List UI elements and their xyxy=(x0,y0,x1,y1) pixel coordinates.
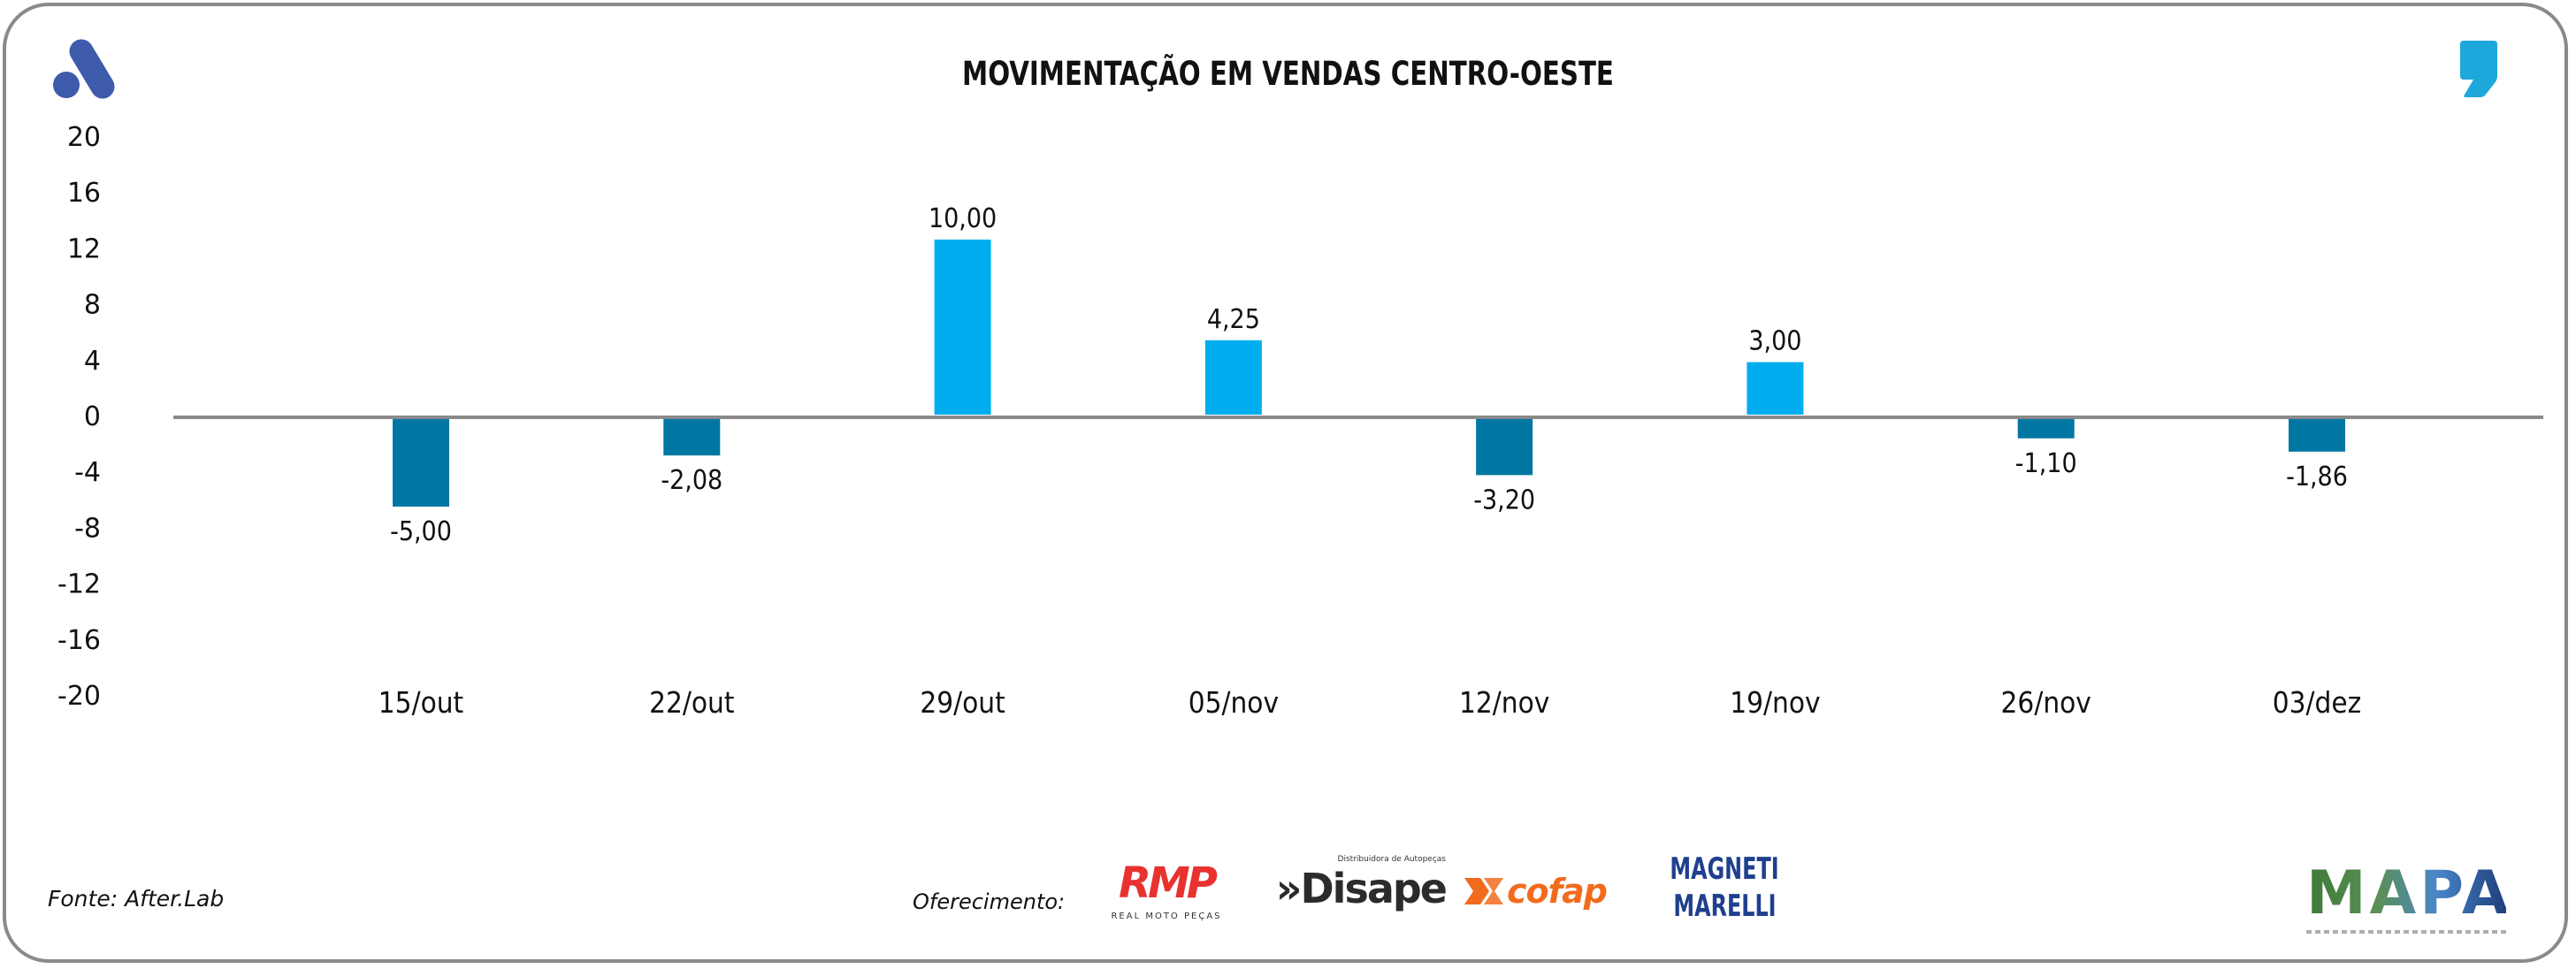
x-tick-label: 26/nov xyxy=(2001,685,2091,720)
mapa-logo: MAPA xyxy=(2306,858,2512,934)
x-tick-label: 22/out xyxy=(649,685,734,720)
disape-logo-mark: »Disape xyxy=(1275,865,1448,912)
bar-chart: 20 16 12 8 4 0 -4 -8 -12 -16 -20 -5,00 -2,08 10,00 4,… xyxy=(57,122,2543,720)
bar-03-dez xyxy=(2289,419,2345,452)
bar-15-out xyxy=(393,419,449,507)
y-tick-label: -16 xyxy=(57,625,101,656)
magneti-logo-line1: MAGNETI xyxy=(1670,851,1779,887)
y-tick-label: -4 xyxy=(74,457,101,488)
bar-29-out xyxy=(934,240,991,415)
bar-19-nov xyxy=(1747,362,1804,415)
x-tick-label: 05/nov xyxy=(1189,685,1279,720)
y-tick-label: 20 xyxy=(67,122,101,153)
x-tick-label: 29/out xyxy=(920,685,1005,720)
disape-logo: Distribuidora de Autopeças »Disape xyxy=(1260,854,1448,925)
x-tick-label: 12/nov xyxy=(1459,685,1549,720)
magneti-logo-line2: MARELLI xyxy=(1672,889,1777,924)
data-label: 10,00 xyxy=(929,203,997,234)
bar-05-nov xyxy=(1204,340,1262,415)
cofap-logo-mark: cofap xyxy=(1507,872,1608,911)
y-tick-label: 8 xyxy=(84,290,101,321)
data-label: -1,86 xyxy=(2286,462,2348,492)
y-axis: 20 16 12 8 4 0 -4 -8 -12 -16 -20 xyxy=(57,122,101,712)
data-label: 4,25 xyxy=(1207,304,1260,335)
magneti-marelli-logo: MAGNETI MARELLI xyxy=(1657,847,1792,928)
y-tick-label: -20 xyxy=(57,681,101,712)
x-tick-label: 19/nov xyxy=(1730,685,1820,720)
disape-logo-subtitle: Distribuidora de Autopeças xyxy=(1337,855,1446,864)
data-labels-group: -5,00 -2,08 10,00 4,25 -3,20 3,00 -1,10 -1,86 xyxy=(390,203,2348,547)
y-tick-label: 0 xyxy=(84,401,101,432)
data-label: -5,00 xyxy=(390,516,452,547)
source-note: Fonte: After.Lab xyxy=(48,886,225,912)
bar-12-nov xyxy=(1476,419,1533,476)
cofap-logo: cofap xyxy=(1464,866,1638,916)
y-tick-label: -12 xyxy=(57,569,101,600)
rmp-logo-subtitle: REAL MOTO PEÇAS xyxy=(1111,912,1222,921)
data-label: 3,00 xyxy=(1748,326,1801,357)
x-tick-label: 15/out xyxy=(378,685,463,720)
x-axis: 15/out 22/out 29/out 05/nov 12/nov 19/nov 26/n… xyxy=(378,685,2361,720)
y-tick-label: 16 xyxy=(67,178,101,209)
y-tick-label: 4 xyxy=(84,346,101,377)
sponsor-label: Oferecimento: xyxy=(913,889,1066,914)
data-label: -2,08 xyxy=(661,465,722,496)
y-tick-label: -8 xyxy=(74,513,101,544)
bars-group xyxy=(393,240,2345,507)
comma-quote-logo-icon xyxy=(2460,41,2497,97)
data-label: -1,10 xyxy=(2015,448,2077,479)
bar-22-out xyxy=(663,419,721,456)
cofap-chevron-icon xyxy=(1464,878,1503,904)
mapa-logo-mark: MAPA xyxy=(2306,858,2512,928)
rmp-logo: RMP REAL MOTO PEÇAS xyxy=(1098,859,1234,927)
bar-26-nov xyxy=(2017,419,2075,439)
y-tick-label: 12 xyxy=(67,233,101,264)
chart-title: MOVIMENTAÇÃO EM VENDAS CENTRO-OESTE xyxy=(962,55,1614,93)
x-tick-label: 03/dez xyxy=(2273,685,2361,720)
rmp-logo-mark: RMP xyxy=(1119,858,1218,908)
mapa-logo-tagline-band xyxy=(2306,930,2506,934)
afterlab-a-logo-icon xyxy=(53,39,115,99)
data-label: -3,20 xyxy=(1473,484,1535,515)
